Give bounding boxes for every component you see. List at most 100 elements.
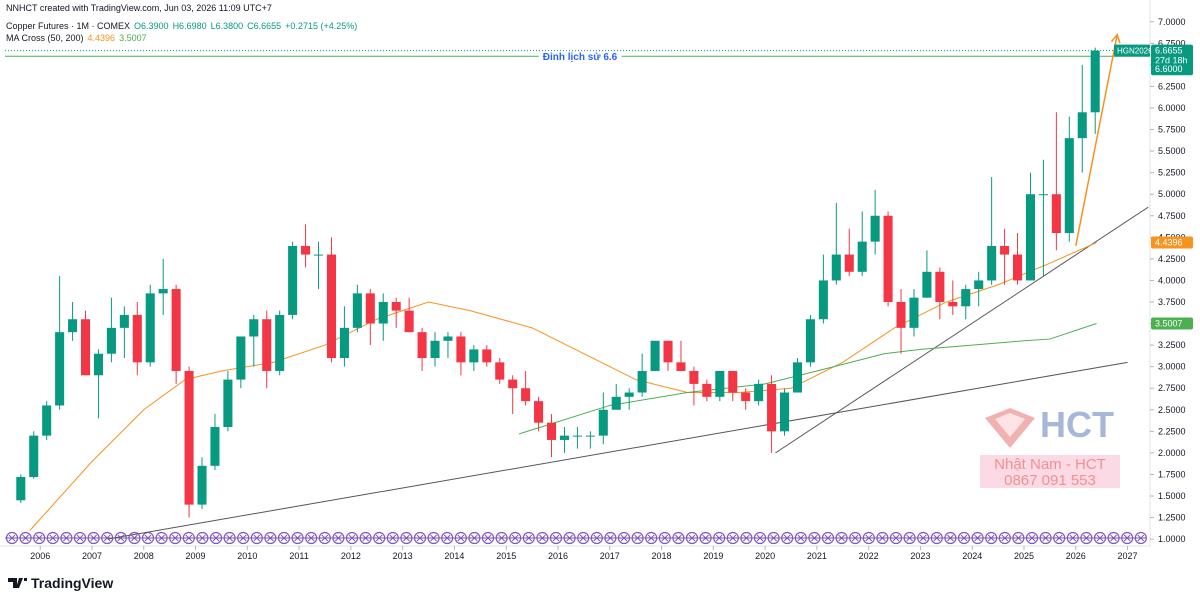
legend-text: H6.6980 bbox=[173, 21, 207, 31]
credit: NNHCT created with TradingView.com, Jun … bbox=[6, 3, 272, 13]
candle-body bbox=[585, 435, 595, 437]
candle-body bbox=[779, 392, 790, 432]
candle-body bbox=[754, 383, 764, 402]
moving-average bbox=[29, 242, 1097, 531]
arrow-head bbox=[1110, 33, 1121, 44]
ma-tag bbox=[1151, 317, 1193, 330]
candle-body bbox=[534, 401, 544, 423]
legend-value: 3.5007 bbox=[119, 33, 147, 43]
candle-body bbox=[171, 289, 181, 371]
candle-body bbox=[650, 340, 660, 371]
candle-body bbox=[55, 332, 65, 406]
legend-text: +0.2715 (+4.25%) bbox=[285, 21, 357, 31]
candle-body bbox=[818, 280, 828, 320]
candle-body bbox=[611, 396, 621, 410]
candle-body bbox=[339, 327, 349, 359]
candle-body bbox=[857, 241, 867, 272]
candle-body bbox=[935, 271, 945, 302]
watermark-logo-inner bbox=[995, 413, 1025, 437]
legend-text: MA Cross (50, 200) bbox=[6, 33, 84, 43]
y-tick-label: 1.0000 bbox=[1158, 534, 1186, 544]
legend-text: O6.3900 bbox=[134, 21, 169, 31]
candle-body bbox=[223, 379, 233, 428]
y-tick-label: 5.5000 bbox=[1158, 146, 1186, 156]
x-tick-label: 2023 bbox=[910, 551, 930, 561]
candle-body bbox=[184, 370, 194, 505]
ticker-tag-text: HGN2026 bbox=[1117, 47, 1153, 56]
candle-body bbox=[624, 392, 634, 397]
ma-tag-text: 3.5007 bbox=[1155, 318, 1183, 328]
y-tick-label: 1.2500 bbox=[1158, 513, 1186, 523]
y-tick-label: 5.2500 bbox=[1158, 168, 1186, 178]
x-tick-label: 2016 bbox=[548, 551, 568, 561]
footer-logo bbox=[8, 578, 27, 588]
candle-body bbox=[961, 289, 971, 307]
candle-body bbox=[326, 254, 336, 359]
x-tick-label: 2007 bbox=[82, 551, 102, 561]
candle-body bbox=[1000, 245, 1010, 255]
trendline bbox=[775, 206, 1149, 454]
x-tick-label: 2026 bbox=[1066, 551, 1086, 561]
x-tick-label: 2010 bbox=[237, 551, 257, 561]
candle-body bbox=[313, 254, 324, 256]
ma-tag bbox=[1151, 236, 1193, 249]
y-tick-label: 6.0000 bbox=[1158, 103, 1186, 113]
candle-body bbox=[482, 349, 492, 363]
watermark-brand: HCT bbox=[1040, 404, 1114, 445]
candle-body bbox=[456, 336, 466, 363]
candle-body bbox=[158, 289, 168, 294]
candle-body bbox=[106, 327, 116, 354]
candle-body bbox=[29, 435, 39, 478]
candle-body bbox=[301, 245, 311, 255]
x-tick-label: 2006 bbox=[30, 551, 50, 561]
candle-body bbox=[598, 409, 608, 436]
candle-body bbox=[702, 383, 712, 397]
candle-body bbox=[1012, 254, 1023, 281]
candle-body bbox=[767, 383, 777, 432]
y-tick-label: 7.0000 bbox=[1158, 17, 1186, 27]
x-tick-label: 2024 bbox=[962, 551, 982, 561]
y-tick-label: 3.0000 bbox=[1158, 362, 1186, 372]
x-tick-label: 2018 bbox=[652, 551, 672, 561]
candle-body bbox=[508, 379, 518, 389]
candle-body bbox=[132, 314, 142, 363]
candle-body bbox=[430, 340, 440, 359]
peak-label-bg bbox=[538, 51, 622, 65]
legend-text: C6.6655 bbox=[247, 21, 281, 31]
candle-body bbox=[93, 353, 103, 376]
peak-tag-text: 6.6000 bbox=[1155, 64, 1183, 74]
y-tick-label: 4.0000 bbox=[1158, 275, 1186, 285]
candle-body bbox=[922, 271, 932, 298]
y-tick-label: 4.2500 bbox=[1158, 254, 1186, 264]
y-tick-label: 4.7500 bbox=[1158, 211, 1186, 221]
candle-body bbox=[572, 435, 582, 437]
candle-body bbox=[275, 314, 285, 371]
last-price-tag-text: 6.6655 bbox=[1155, 46, 1183, 56]
legend-text: Copper Futures · 1M · COMEX bbox=[6, 21, 130, 31]
footer-text: TradingView bbox=[31, 575, 113, 591]
y-tick-label: 3.2500 bbox=[1158, 340, 1186, 350]
candle-body bbox=[236, 336, 246, 380]
ticker-tag bbox=[1114, 44, 1150, 57]
legend-text: L6.3800 bbox=[211, 21, 244, 31]
candle-body bbox=[831, 254, 841, 281]
candle-body bbox=[443, 336, 453, 341]
candle-body bbox=[352, 293, 362, 328]
y-tick-label: 1.5000 bbox=[1158, 491, 1186, 501]
candle-body bbox=[715, 370, 725, 397]
candle-body bbox=[948, 301, 958, 307]
candle-body bbox=[1064, 138, 1074, 234]
x-tick-label: 2011 bbox=[289, 551, 308, 561]
candle-body bbox=[365, 293, 375, 324]
candle-body bbox=[391, 301, 401, 311]
candle-body bbox=[378, 301, 388, 324]
x-tick-label: 2013 bbox=[393, 551, 413, 561]
candle-body bbox=[546, 422, 557, 440]
legend: Copper Futures · 1M · COMEX O6.3900 H6.698… bbox=[6, 21, 357, 43]
y-tick-label: 6.2500 bbox=[1158, 81, 1186, 91]
y-tick-label: 5.0000 bbox=[1158, 189, 1186, 199]
candle-body bbox=[741, 392, 751, 402]
candle-body bbox=[844, 254, 854, 272]
